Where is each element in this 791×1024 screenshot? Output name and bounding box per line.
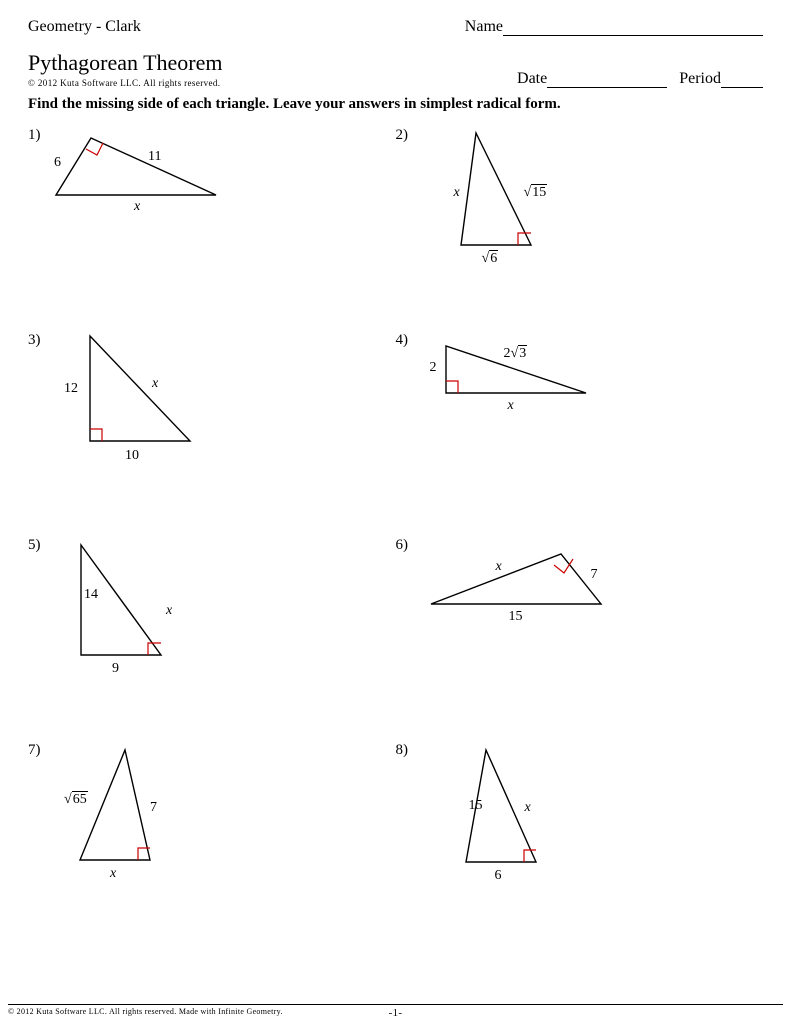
label-8a: 15 [469,798,483,814]
triangle-3 [70,336,220,466]
name-field: Name [465,18,763,36]
problem-4: 4) 2 2√3 x [396,330,764,535]
footer-copyright: © 2012 Kuta Software LLC. All rights res… [8,1007,283,1016]
label-8b: x [525,800,531,816]
period-blank [721,74,763,88]
problem-number: 8) [396,742,409,759]
problem-number: 6) [396,537,409,554]
problem-2: 2) x √15 √6 [396,125,764,330]
instructions: Find the missing side of each triangle. … [28,96,763,113]
problem-number: 1) [28,127,41,144]
problem-5: 5) 14 x 9 [28,535,396,740]
problem-number: 3) [28,332,41,349]
label-6a: x [496,559,502,575]
label-3a: 12 [64,381,78,397]
label-7c: x [110,866,116,882]
header-row: Geometry - Clark Name [28,18,763,36]
problem-6: 6) x 7 15 [396,535,764,740]
label-1a: 6 [54,155,61,171]
label-6b: 7 [591,567,598,583]
page-title: Pythagorean Theorem [28,50,222,76]
label-7a: √65 [64,792,88,808]
page-number: -1- [389,1007,403,1019]
date-blank [547,74,667,88]
label-2a: x [454,185,460,201]
date-period: Date Period [517,70,763,88]
label-7b: 7 [150,800,157,816]
label-4b: 2√3 [504,346,528,362]
name-blank [503,22,763,36]
problem-number: 4) [396,332,409,349]
problems-grid: 1) 6 11 x 2) x √15 √6 [28,125,763,945]
triangle-6 [431,549,621,624]
problem-3: 3) 12 x 10 [28,330,396,535]
label-4c: x [508,398,514,414]
label-4a: 2 [430,360,437,376]
problem-number: 7) [28,742,41,759]
copyright-top: © 2012 Kuta Software LLC. All rights res… [28,78,222,88]
problem-number: 5) [28,537,41,554]
label-5c: 9 [112,661,119,677]
label-6c: 15 [509,609,523,625]
label-5b: x [166,603,172,619]
problem-7: 7) √65 7 x [28,740,396,945]
label-3b: x [152,376,158,392]
course-name: Geometry - Clark [28,18,141,36]
problem-1: 1) 6 11 x [28,125,396,330]
triangle-8 [451,750,571,880]
label-1c: x [134,199,140,215]
label-5a: 14 [84,587,98,603]
label-2b: √15 [524,185,548,201]
title-row: Pythagorean Theorem © 2012 Kuta Software… [28,50,763,88]
footer: © 2012 Kuta Software LLC. All rights res… [8,1004,783,1016]
label-1b: 11 [148,149,161,165]
triangle-1 [56,135,226,215]
label-3c: 10 [125,448,139,464]
problem-8: 8) 15 x 6 [396,740,764,945]
label-8c: 6 [495,868,502,884]
triangle-5 [66,545,196,675]
problem-number: 2) [396,127,409,144]
label-2c: √6 [482,251,499,267]
triangle-7 [70,750,200,880]
triangle-2 [446,133,566,263]
